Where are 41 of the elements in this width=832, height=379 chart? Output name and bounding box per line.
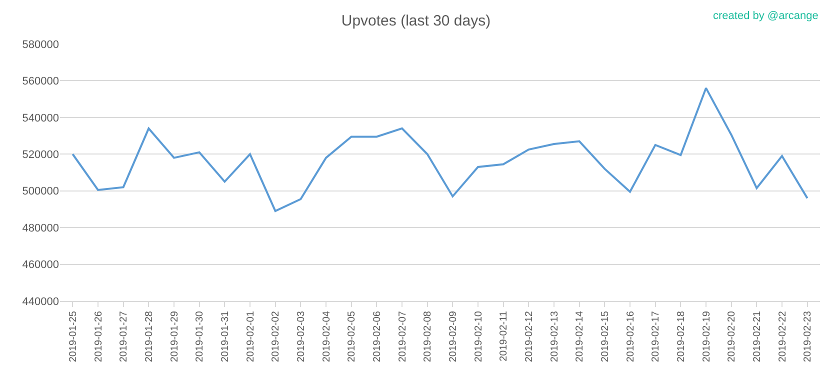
x-tick-label: 2019-01-25 [68,310,79,362]
x-tick-label: 2019-02-08 [422,310,434,362]
x-tick-label: 2019-02-02 [270,310,282,362]
x-tick-label: 2019-01-28 [144,310,155,362]
x-tick-label: 2019-02-21 [752,310,763,362]
x-tick-label: 2019-02-13 [549,310,560,362]
y-tick-label: 520000 [22,148,59,161]
y-tick-label: 440000 [22,296,59,308]
y-tick-label: 580000 [22,38,59,51]
x-tick-label: 2019-02-10 [473,310,484,362]
line-series [72,87,808,212]
y-tick-label: 560000 [22,76,59,88]
x-tick-label: 2019-02-03 [296,310,307,362]
x-tick-label: 2019-02-06 [372,310,383,362]
x-tick-label: 2019-01-31 [220,310,231,362]
x-tick-label: 2019-02-11 [498,310,510,362]
x-tick-label: 2019-02-17 [650,310,662,362]
x-tick-label: 2019-02-07 [397,310,408,362]
x-tick-label: 2019-02-22 [777,310,788,362]
x-tick-label: 2019-02-19 [701,310,712,362]
y-tick-label: 480000 [22,222,59,234]
x-tick-label: 2019-02-15 [600,310,611,362]
x-tick-label: 2019-01-29 [169,310,180,362]
x-tick-label: 2019-02-16 [625,310,636,362]
x-tick-label: 2019-02-23 [802,310,814,362]
x-tick-label: 2019-02-01 [245,310,256,362]
x-tick-label: 2019-02-09 [448,310,459,362]
chart-title: Upvotes (last 30 days) [341,12,491,30]
y-tick-label: 540000 [22,112,59,124]
y-tick-label: 500000 [22,186,59,198]
x-tick-label: 2019-02-14 [574,310,586,362]
x-tick-label: 2019-02-18 [676,310,687,362]
y-tick-label: 460000 [22,259,59,272]
x-tick-label: 2019-02-05 [346,310,358,362]
x-tick-label: 2019-01-27 [118,310,130,362]
x-tick-label: 2019-01-30 [194,310,206,362]
x-tick-label: 2019-02-12 [524,310,535,362]
x-tick-label: 2019-02-20 [726,310,738,362]
text: created by @arcange [713,10,818,22]
x-tick-label: 2019-02-04 [321,310,332,362]
x-tick-label: 2019-01-26 [93,310,104,362]
